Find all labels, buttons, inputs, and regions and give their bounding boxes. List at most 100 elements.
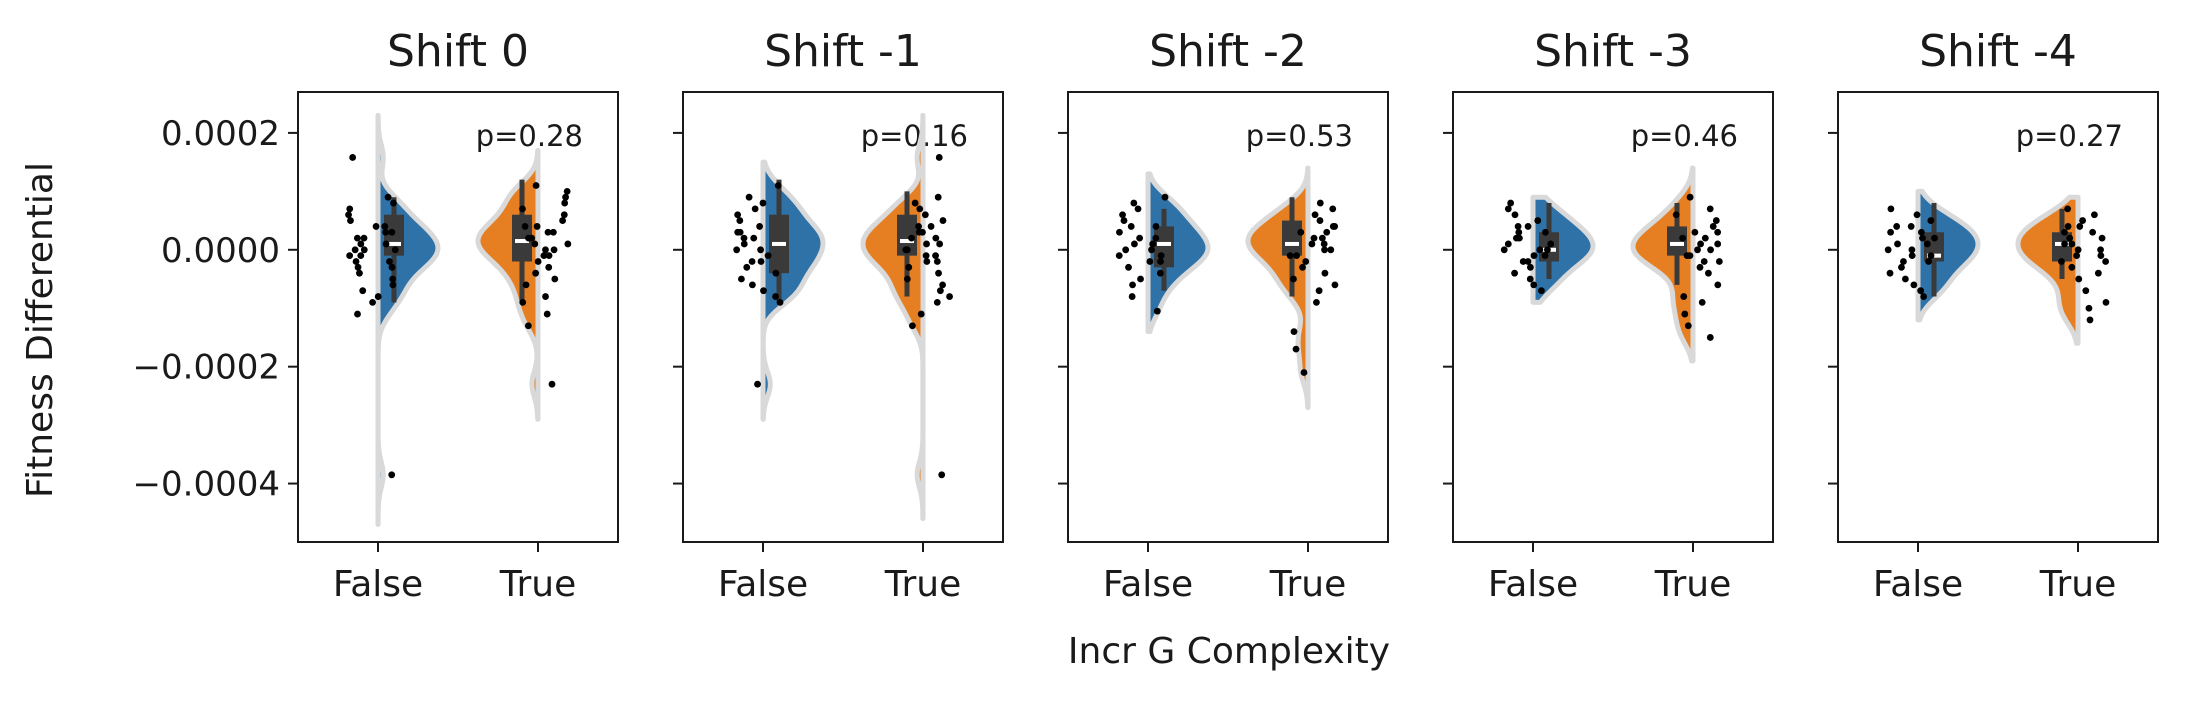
data-point	[938, 471, 946, 479]
data-point	[1119, 211, 1126, 219]
data-point	[1894, 240, 1901, 248]
violin-group-false: False	[1873, 188, 1981, 605]
data-point	[354, 310, 361, 318]
data-point	[1886, 269, 1894, 277]
data-point	[1153, 307, 1161, 315]
data-point	[933, 298, 941, 306]
data-point	[935, 269, 942, 277]
p-value-label: p=0.16	[861, 119, 968, 153]
data-point	[545, 252, 553, 260]
data-point	[1530, 252, 1538, 260]
data-point	[2097, 252, 2105, 260]
data-point	[521, 223, 529, 230]
x-tick-label: False	[1488, 564, 1578, 605]
data-point	[1923, 240, 1931, 248]
box-median	[387, 241, 401, 246]
data-point	[1130, 199, 1138, 207]
p-value-label: p=0.53	[1246, 119, 1353, 153]
data-point	[923, 258, 931, 265]
data-point	[2102, 298, 2110, 306]
plot-frame	[1837, 91, 2159, 543]
data-point	[1680, 293, 1688, 300]
data-point	[524, 322, 532, 330]
box-median	[1285, 241, 1299, 246]
data-point	[740, 234, 748, 242]
data-point	[549, 228, 557, 236]
x-tick-label: True	[1269, 564, 1346, 605]
data-point	[1706, 334, 1714, 341]
data-point	[748, 258, 756, 265]
data-point	[1910, 281, 1918, 289]
data-point	[346, 205, 354, 213]
data-point	[1315, 287, 1323, 295]
data-point	[1327, 246, 1335, 254]
data-point	[903, 275, 911, 283]
data-point	[560, 211, 568, 219]
data-point	[1320, 240, 1328, 248]
data-point	[1513, 234, 1520, 242]
data-point	[1681, 310, 1689, 318]
data-point	[357, 252, 365, 260]
x-tick-label: False	[718, 564, 808, 605]
data-point	[1679, 234, 1687, 242]
data-point	[2064, 223, 2072, 230]
p-value-label: p=0.28	[476, 119, 583, 153]
data-point	[352, 258, 360, 265]
data-point	[1696, 263, 1704, 271]
data-point	[545, 263, 553, 271]
data-point	[1707, 246, 1714, 254]
box-iqr	[1154, 226, 1174, 268]
violin-group-false: False	[718, 159, 826, 605]
data-point	[736, 228, 744, 236]
data-point	[1931, 234, 1938, 242]
data-point	[544, 228, 552, 236]
data-point	[1920, 293, 1928, 300]
data-point	[1887, 205, 1895, 213]
data-point	[1534, 217, 1542, 224]
data-point	[921, 211, 929, 219]
data-point	[1519, 258, 1527, 265]
data-point	[2058, 258, 2065, 265]
data-point	[933, 258, 941, 265]
data-point	[915, 223, 922, 230]
data-point	[2102, 258, 2110, 265]
data-point	[1884, 246, 1892, 254]
data-point	[1714, 240, 1722, 248]
data-point	[1511, 211, 1519, 219]
plot-frame	[1067, 91, 1389, 543]
data-point	[1318, 234, 1326, 242]
data-point	[757, 258, 765, 265]
data-point	[1925, 258, 1932, 265]
data-point	[1908, 246, 1916, 254]
data-point	[346, 252, 354, 260]
data-point	[1146, 258, 1154, 265]
data-point	[390, 199, 397, 207]
data-point	[1672, 211, 1680, 219]
data-point	[764, 252, 772, 260]
data-point	[738, 275, 745, 283]
data-point	[531, 240, 539, 248]
data-point	[772, 293, 779, 300]
data-point	[1500, 246, 1508, 254]
data-point	[1120, 217, 1128, 224]
data-point	[2061, 228, 2068, 236]
violin-group-false: False	[1488, 194, 1596, 605]
data-point	[372, 223, 380, 230]
violin-group-true: True	[1245, 165, 1346, 605]
panel-title: Shift -3	[1534, 26, 1692, 77]
box-iqr	[1667, 226, 1687, 256]
data-point	[357, 240, 365, 248]
data-point	[2086, 316, 2094, 324]
data-point	[905, 263, 913, 271]
data-point	[1293, 252, 1300, 260]
data-point	[1122, 246, 1130, 254]
data-point	[939, 281, 946, 289]
data-point	[756, 223, 763, 230]
data-point	[2076, 223, 2084, 230]
data-point	[1524, 223, 1532, 230]
x-tick-label: False	[1873, 564, 1963, 605]
panels-layer: 0.0002 0.0000 −0.0002 −0.0004 Shift 0 p=0.28 F…	[133, 26, 2159, 605]
plot-frame	[1452, 91, 1774, 543]
data-point	[1715, 258, 1723, 265]
